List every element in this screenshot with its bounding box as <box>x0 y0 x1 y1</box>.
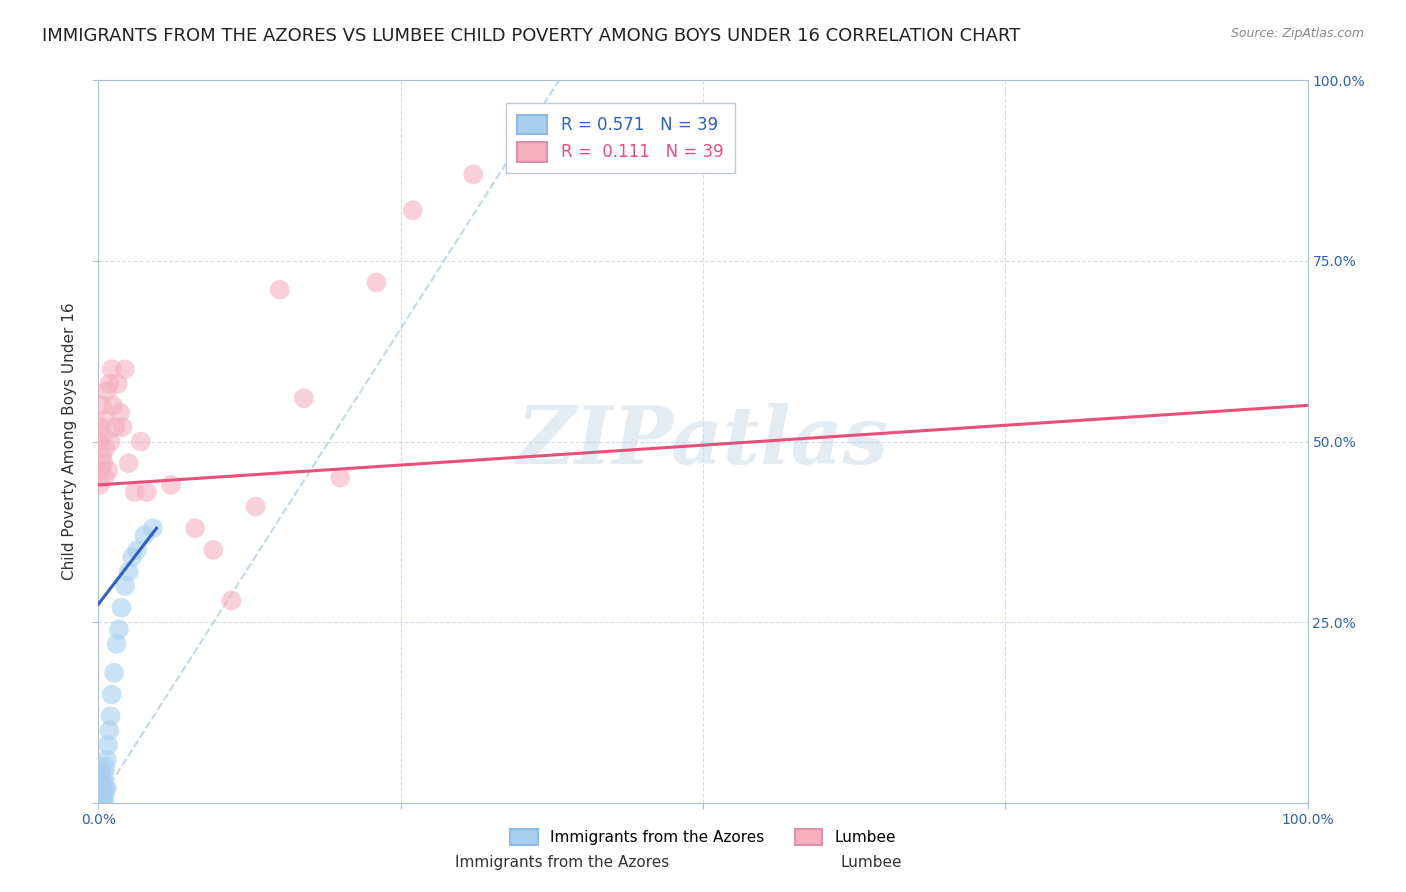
Point <box>93 796 115 810</box>
Point <box>97 463 120 477</box>
Point <box>90 420 112 434</box>
Point <box>160 478 183 492</box>
Point <box>90 463 112 477</box>
Point <box>91 427 114 442</box>
Point <box>202 542 225 557</box>
Point <box>91 774 114 789</box>
Point <box>91 449 114 463</box>
Point <box>221 593 243 607</box>
Point <box>114 362 136 376</box>
Point <box>104 420 127 434</box>
Point <box>100 709 122 723</box>
Point <box>101 398 124 412</box>
Point <box>107 376 129 391</box>
Point <box>127 542 149 557</box>
Point <box>90 767 112 781</box>
Point <box>402 203 425 218</box>
Text: ZIPatlas: ZIPatlas <box>517 403 889 480</box>
Legend: Immigrants from the Azores, Lumbee: Immigrants from the Azores, Lumbee <box>502 822 904 853</box>
Point <box>98 376 121 391</box>
Point <box>118 565 141 579</box>
Text: IMMIGRANTS FROM THE AZORES VS LUMBEE CHILD POVERTY AMONG BOYS UNDER 16 CORRELATI: IMMIGRANTS FROM THE AZORES VS LUMBEE CHI… <box>42 27 1021 45</box>
Point <box>97 738 120 752</box>
Point <box>108 406 131 420</box>
Point <box>96 781 118 796</box>
Point <box>93 470 115 484</box>
Text: Lumbee: Lumbee <box>841 855 903 870</box>
Point <box>93 789 115 803</box>
Point <box>89 796 111 810</box>
Point <box>91 796 114 810</box>
Point <box>94 442 117 456</box>
Point <box>91 774 114 789</box>
Point <box>269 283 291 297</box>
Point <box>90 789 112 803</box>
Point <box>90 774 112 789</box>
Point <box>94 760 117 774</box>
Point <box>142 521 165 535</box>
Point <box>91 456 114 470</box>
Point <box>90 781 112 796</box>
Point <box>91 789 114 803</box>
Point <box>89 789 111 803</box>
Point <box>111 420 134 434</box>
Point <box>129 434 152 449</box>
Point <box>184 521 207 535</box>
Point <box>110 600 132 615</box>
Point <box>108 623 131 637</box>
Point <box>91 781 114 796</box>
Point <box>105 637 128 651</box>
Text: Source: ZipAtlas.com: Source: ZipAtlas.com <box>1230 27 1364 40</box>
Point <box>94 781 117 796</box>
Point <box>89 434 111 449</box>
Point <box>245 500 267 514</box>
Point <box>89 478 111 492</box>
Point <box>103 665 125 680</box>
Point <box>89 767 111 781</box>
Point <box>124 485 146 500</box>
Point <box>118 456 141 470</box>
Point <box>89 781 111 796</box>
Point <box>547 124 569 138</box>
Point <box>93 767 115 781</box>
Point <box>96 752 118 766</box>
Point <box>91 789 114 803</box>
Y-axis label: Child Poverty Among Boys Under 16: Child Poverty Among Boys Under 16 <box>62 302 77 581</box>
Point <box>96 384 118 398</box>
Point <box>100 362 122 376</box>
Point <box>121 550 143 565</box>
Point <box>463 167 485 181</box>
Point <box>366 276 388 290</box>
Point <box>89 774 111 789</box>
Point <box>100 434 122 449</box>
Point <box>134 528 156 542</box>
Point <box>98 723 121 738</box>
Text: Immigrants from the Azores: Immigrants from the Azores <box>456 855 669 870</box>
Point <box>100 687 122 701</box>
Point <box>91 781 114 796</box>
Point <box>93 413 115 427</box>
Point <box>89 760 111 774</box>
Point <box>292 391 315 405</box>
Point <box>114 579 136 593</box>
Point <box>607 153 630 167</box>
Point <box>135 485 157 500</box>
Point <box>90 796 112 810</box>
Point <box>329 470 352 484</box>
Point <box>91 398 114 412</box>
